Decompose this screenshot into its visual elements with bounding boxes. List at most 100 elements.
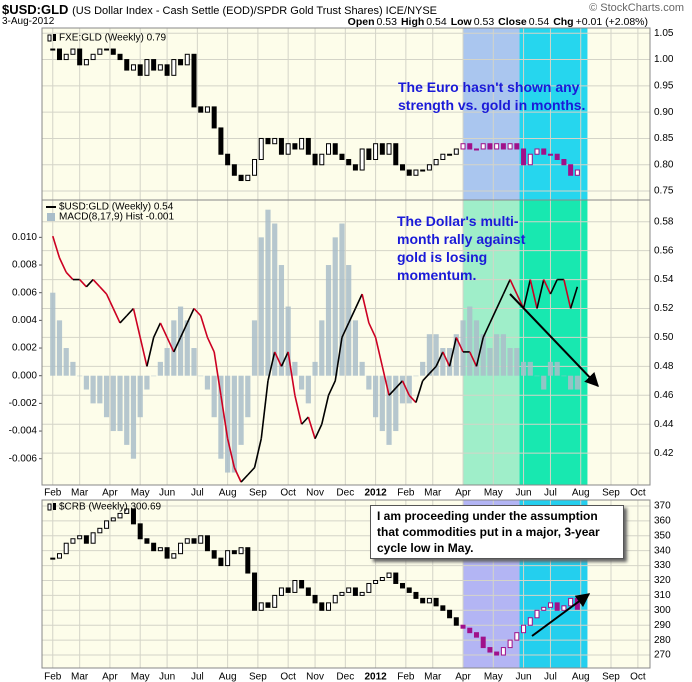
candle [299, 579, 305, 589]
y-tick-label: 310 [654, 590, 671, 601]
line-segment [260, 380, 269, 439]
histogram-bar [386, 375, 392, 445]
y-tick-label: 0.90 [654, 107, 674, 118]
histogram-bar [312, 361, 318, 376]
histogram-bar [110, 375, 116, 432]
line-segment [549, 279, 558, 295]
candle [521, 148, 527, 166]
candle [171, 59, 177, 76]
date: 3-Aug-2012 [2, 16, 55, 27]
histogram-bar [520, 361, 527, 376]
candle [56, 553, 62, 559]
quote-value: 0.53 [376, 16, 397, 28]
x-tick-label: Sep [249, 488, 267, 499]
histogram-bar [480, 334, 486, 376]
line-segment [99, 286, 108, 295]
line-segment [307, 416, 316, 439]
line-segment [536, 279, 545, 309]
line-segment [213, 351, 222, 396]
line-segment [368, 322, 377, 338]
histogram-bar [399, 375, 406, 404]
candle [137, 64, 143, 76]
line-segment [422, 373, 430, 382]
candle [554, 602, 560, 611]
candle [460, 143, 466, 150]
line-segment [126, 307, 135, 317]
histogram-bar [426, 334, 432, 376]
histogram-bar [245, 375, 251, 418]
candle [218, 127, 224, 155]
histogram-bar [50, 292, 56, 376]
candle [366, 148, 372, 160]
y-tick-label: -0.004 [9, 426, 38, 437]
line-segment [502, 279, 511, 295]
legend-icon [53, 503, 56, 510]
histogram-bar [83, 375, 89, 390]
line-segment [301, 416, 309, 425]
legend-icon [53, 34, 56, 41]
candle [514, 143, 520, 150]
candle [117, 512, 123, 519]
histogram-bar [527, 361, 533, 376]
histogram-bar [346, 265, 352, 376]
histogram-bar [225, 375, 231, 473]
line-segment [489, 308, 498, 324]
legend-label: $USD:GLD (Weekly) 0.54 [59, 202, 174, 213]
candle [433, 597, 439, 607]
x-tick-label: Jun [159, 488, 175, 499]
candle [473, 148, 479, 151]
line-segment [247, 467, 256, 476]
candle [272, 594, 278, 608]
credit: © StockCharts.com [589, 2, 684, 14]
candle [561, 158, 567, 166]
candle [366, 582, 372, 593]
histogram-bar [413, 375, 419, 377]
x-tick-label: Oct [630, 488, 646, 499]
histogram-bar [63, 348, 69, 376]
candle [50, 48, 56, 51]
line-segment [381, 366, 390, 396]
y2-tick-label: 0.52 [654, 303, 674, 314]
candle [104, 48, 110, 51]
candle [265, 137, 271, 145]
quote-value: 0.54 [528, 16, 550, 28]
candle [278, 137, 284, 155]
candle [319, 602, 325, 611]
line-segment [179, 322, 188, 338]
quote-value: 0.54 [426, 16, 447, 28]
histogram-bar [467, 306, 473, 376]
x-tick-label: May [131, 672, 150, 682]
candle [110, 48, 116, 55]
x-tick-label: Nov [306, 488, 324, 499]
histogram-bar [171, 320, 177, 376]
candle [70, 48, 76, 55]
line-segment [105, 293, 115, 309]
candle [83, 59, 89, 66]
candle [453, 617, 459, 626]
candle [386, 143, 392, 155]
annotation-box: I am proceeding under the assumption tha… [370, 505, 624, 559]
candle [63, 53, 69, 61]
candle [514, 632, 520, 641]
histogram-bar [420, 361, 426, 376]
line-segment [146, 337, 155, 367]
legend-icon [47, 503, 52, 511]
histogram-bar [554, 361, 560, 376]
line-segment [193, 307, 202, 317]
line-segment [287, 351, 296, 396]
panel: Feb Mar Apr May Jun Jul Aug Sep Oct Nov Dec 2012 Feb… [41, 499, 671, 682]
y-tick-label: 0.002 [12, 343, 37, 354]
line-segment [543, 279, 552, 295]
line-segment [119, 315, 128, 324]
candle [521, 624, 527, 634]
histogram-bar [446, 348, 453, 376]
candle [97, 527, 103, 534]
legend-label: $CRB (Weekly) 300.69 [59, 502, 162, 513]
candle [473, 632, 479, 638]
candle [252, 572, 258, 611]
line-segment [374, 337, 384, 367]
quote-value: +0.01 (+2.08%) [575, 16, 648, 28]
candle [359, 148, 365, 171]
candle [480, 636, 486, 649]
